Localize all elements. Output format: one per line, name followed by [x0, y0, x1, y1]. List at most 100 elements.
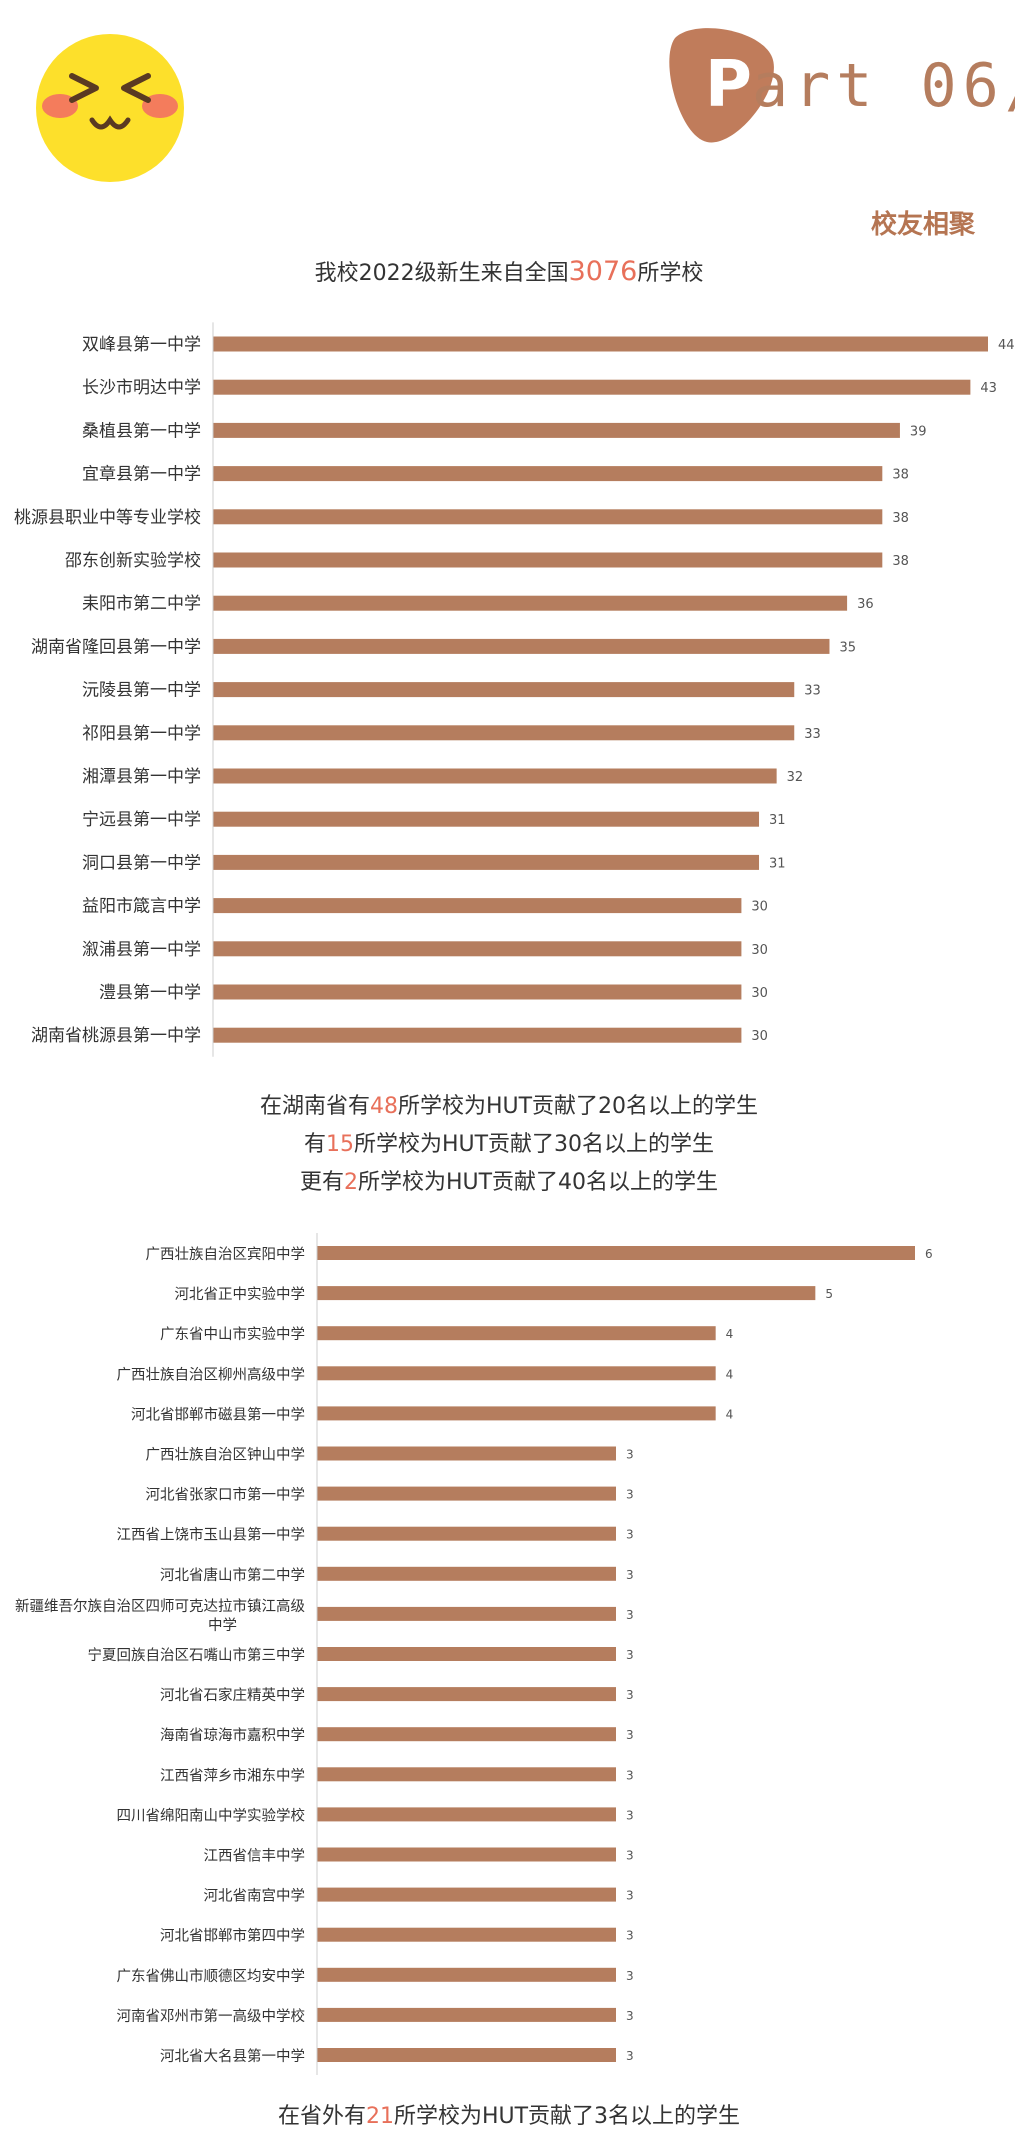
data-label: 4	[726, 1327, 734, 1341]
data-label: 3	[626, 2009, 634, 2023]
hunan-schools-bar-chart: 44 双峰县第一中学 43 长沙市明达中学 39 桑植县第一中学 38 宜章县第一中学 38 桃源…	[14, 322, 1015, 1057]
summary-line-3: 更有2所学校为HUT贡献了40名以上的学生	[299, 1170, 719, 1195]
bar	[317, 1927, 616, 1942]
data-label: 3	[626, 1688, 634, 1702]
other-provinces-bar-chart: 6 广西壮族自治区宾阳中学 5 河北省正中实验中学 4 广东省中山市实验中学 4 广西壮族自治…	[15, 1232, 933, 2076]
category-label: 河北省大名县第一中学	[160, 2047, 305, 2065]
category-label: 河北省正中实验中学	[175, 1286, 306, 1303]
bar	[213, 509, 883, 525]
bar	[213, 336, 988, 352]
data-label: 38	[892, 554, 909, 569]
summary-line-1: 在湖南省有48所学校为HUT贡献了20名以上的学生	[259, 1094, 759, 1119]
data-label: 39	[910, 424, 927, 439]
bar	[317, 1446, 616, 1461]
category-label: 湖南省桃源县第一中学	[31, 1026, 201, 1046]
section-title: 校友相聚	[870, 210, 975, 240]
data-label: 30	[751, 986, 768, 1001]
category-label: 河北省张家口市第一中学	[146, 1486, 306, 1504]
category-label: 河北省唐山市第二中学	[160, 1566, 305, 1584]
category-label: 江西省信丰中学	[204, 1848, 306, 1865]
category-label: 广东省中山市实验中学	[160, 1326, 305, 1343]
bar	[317, 1606, 616, 1621]
category-label: 桑植县第一中学	[82, 421, 201, 441]
bar	[213, 984, 742, 1000]
bar	[213, 422, 900, 438]
category-label: 桃源县职业中等专业学校	[14, 508, 201, 528]
data-label: 38	[892, 511, 909, 526]
category-label: 河北省邯郸市磁县第一中学	[131, 1405, 305, 1423]
data-label: 36	[857, 597, 874, 612]
bar	[317, 1486, 616, 1501]
bar	[317, 1647, 616, 1661]
bar	[317, 1887, 616, 1902]
bar	[317, 1566, 616, 1581]
data-label: 30	[751, 943, 768, 958]
data-label: 30	[751, 900, 768, 915]
bar	[213, 941, 742, 957]
category-label: 海南省琼海市嘉积中学	[160, 1727, 305, 1744]
data-label: 3	[626, 1929, 634, 1943]
bar	[213, 379, 971, 395]
hunan-summary: 在湖南省有48所学校为HUT贡献了20名以上的学生 有15所学校为HUT贡献了3…	[0, 1088, 1018, 1202]
category-label: 河南省邓州市第一高级中学校	[117, 2007, 306, 2025]
bar	[317, 1967, 616, 1982]
bar	[213, 854, 760, 870]
bar	[317, 1727, 616, 1742]
data-label: 31	[769, 813, 786, 828]
data-label: 3	[626, 1728, 634, 1742]
bar	[317, 1246, 915, 1260]
bar	[213, 682, 795, 698]
category-label: 广东省佛山市顺德区均安中学	[117, 1968, 306, 1985]
bar	[317, 2048, 616, 2062]
part-badge: P art 06/	[669, 28, 1015, 143]
data-label: 33	[804, 727, 821, 742]
category-label: 湖南省隆回县第一中学	[31, 637, 201, 657]
category-label: 祁阳县第一中学	[82, 724, 201, 744]
footer-summary: 在省外有21所学校为HUT贡献了3名以上的学生	[277, 2104, 741, 2129]
data-label: 4	[726, 1367, 734, 1381]
bar	[213, 725, 795, 741]
category-label: 江西省上饶市玉山县第一中学	[117, 1526, 306, 1544]
category-label: 沅陵县第一中学	[82, 681, 201, 701]
data-label: 5	[825, 1287, 833, 1301]
category-label: 江西省萍乡市湘东中学	[160, 1767, 305, 1784]
category-label: 宜章县第一中学	[82, 465, 201, 485]
data-label: 30	[751, 1029, 768, 1044]
category-label: 湘潭县第一中学	[82, 767, 201, 787]
data-label: 3	[626, 1528, 634, 1542]
category-label: 新疆维吾尔族自治区四师可克达拉市镇江高级中学	[15, 1598, 305, 1634]
data-label: 3	[626, 1568, 634, 1582]
data-label: 3	[626, 1608, 634, 1622]
category-label: 澧县第一中学	[99, 983, 201, 1003]
bar	[213, 768, 777, 784]
category-label: 广西壮族自治区柳州高级中学	[117, 1366, 306, 1383]
data-label: 3	[626, 1768, 634, 1782]
category-label: 广西壮族自治区宾阳中学	[146, 1246, 306, 1263]
category-label: 河北省邯郸市第四中学	[160, 1927, 305, 1945]
data-label: 32	[787, 770, 804, 785]
data-label: 3	[626, 1849, 634, 1863]
bar	[213, 595, 848, 611]
bar	[317, 1326, 716, 1341]
bar	[317, 1767, 616, 1782]
data-label: 31	[769, 856, 786, 871]
category-label: 广西壮族自治区钟山中学	[146, 1447, 306, 1464]
bar	[213, 811, 760, 827]
data-label: 3	[626, 1889, 634, 1903]
data-label: 43	[980, 381, 997, 396]
summary-line-2: 有15所学校为HUT贡献了30名以上的学生	[303, 1132, 715, 1157]
data-label: 35	[839, 640, 856, 655]
bar	[213, 466, 883, 482]
category-label: 益阳市箴言中学	[82, 897, 201, 917]
category-label: 河北省石家庄精英中学	[160, 1686, 305, 1704]
bar	[317, 1366, 716, 1381]
bar	[213, 1027, 742, 1043]
bar	[317, 1847, 616, 1862]
data-label: 3	[626, 1488, 634, 1502]
data-label: 3	[626, 1448, 634, 1462]
data-label: 4	[726, 1407, 734, 1421]
laughing-face-icon	[36, 34, 184, 182]
data-label: 44	[998, 338, 1015, 353]
category-label: 邵东创新实验学校	[65, 551, 201, 571]
category-label: 洞口县第一中学	[82, 853, 201, 873]
